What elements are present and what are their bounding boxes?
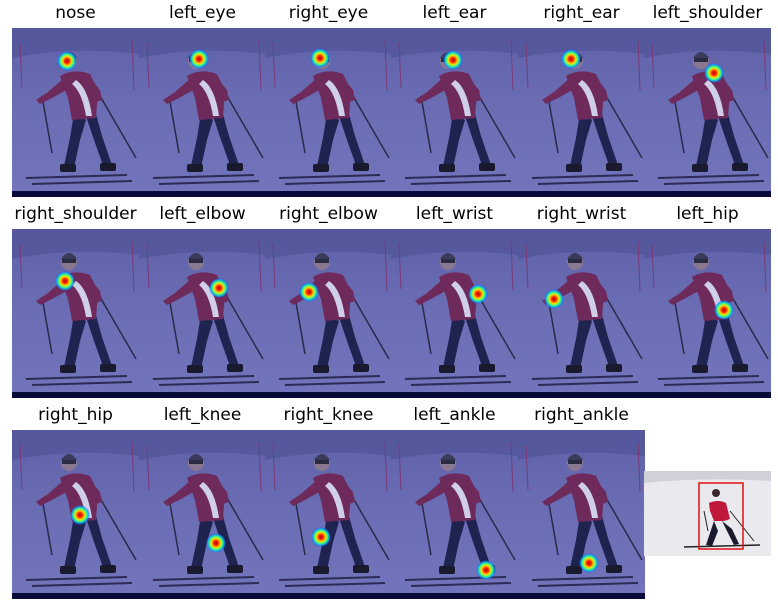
heatmap-panel-image xyxy=(265,229,392,398)
panel-title: right_ear xyxy=(543,3,620,23)
panel-title: right_wrist xyxy=(536,204,627,224)
heatmap-panel-image xyxy=(518,229,645,398)
keypoint-panel-right-shoulder: right_shoulder xyxy=(12,201,139,401)
keypoint-panel-left-hip: left_hip xyxy=(644,201,771,401)
keypoint-panel-left-knee: left_knee xyxy=(139,402,266,602)
heatmap-panel-image xyxy=(12,229,139,398)
heatmap-panel-image xyxy=(391,229,518,398)
panel-title: left_ankle xyxy=(413,405,496,425)
keypoint-panel-right-wrist: right_wrist xyxy=(518,201,645,401)
keypoint-panel-left-ankle: left_ankle xyxy=(391,402,518,602)
keypoint-panel-left-elbow: left_elbow xyxy=(139,201,266,401)
heatmap-panel-image xyxy=(644,28,771,197)
keypoint-panel-right-elbow: right_elbow xyxy=(265,201,392,401)
heatmap-panel-image xyxy=(391,430,518,599)
heatmap-panel-image xyxy=(139,28,266,197)
heatmap-panel-image xyxy=(139,430,266,599)
keypoint-panel-left-shoulder: left_shoulder xyxy=(644,0,771,200)
panel-title: left_ear xyxy=(422,3,487,23)
panel-title: right_eye xyxy=(288,3,369,23)
heatmap-panel-image xyxy=(518,430,645,599)
heatmap-panel-image xyxy=(644,229,771,398)
panel-title: left_hip xyxy=(676,204,739,224)
heatmap-panel-image xyxy=(391,28,518,197)
keypoint-panel-nose: nose xyxy=(12,0,139,200)
panel-title: right_knee xyxy=(283,405,374,425)
heatmap-panel-image xyxy=(139,229,266,398)
panel-title: right_ankle xyxy=(534,405,629,425)
heatmap-panel-image xyxy=(12,28,139,197)
panel-title: left_eye xyxy=(168,3,236,23)
keypoint-panel-right-ankle: right_ankle xyxy=(518,402,645,602)
person-bounding-box-photo xyxy=(644,471,771,556)
keypoint-panel-left-wrist: left_wrist xyxy=(391,201,518,401)
panel-title: nose xyxy=(55,3,96,23)
panel-title: right_elbow xyxy=(279,204,378,224)
heatmap-panel-image xyxy=(265,430,392,599)
panel-title: left_wrist xyxy=(415,204,494,224)
keypoint-panel-right-ear: right_ear xyxy=(518,0,645,200)
heatmap-panel-image xyxy=(265,28,392,197)
keypoint-panel-right-knee: right_knee xyxy=(265,402,392,602)
keypoint-panel-left-eye: left_eye xyxy=(139,0,266,200)
panel-title: left_elbow xyxy=(159,204,246,224)
keypoint-panel-right-eye: right_eye xyxy=(265,0,392,200)
heatmap-panel-image xyxy=(12,430,139,599)
keypoint-panel-left-ear: left_ear xyxy=(391,0,518,200)
keypoint-panel-right-hip: right_hip xyxy=(12,402,139,602)
panel-title: left_knee xyxy=(163,405,242,425)
panel-title: right_shoulder xyxy=(14,204,137,224)
panel-title: right_hip xyxy=(38,405,113,425)
panel-title: left_shoulder xyxy=(652,3,763,23)
heatmap-panel-image xyxy=(518,28,645,197)
